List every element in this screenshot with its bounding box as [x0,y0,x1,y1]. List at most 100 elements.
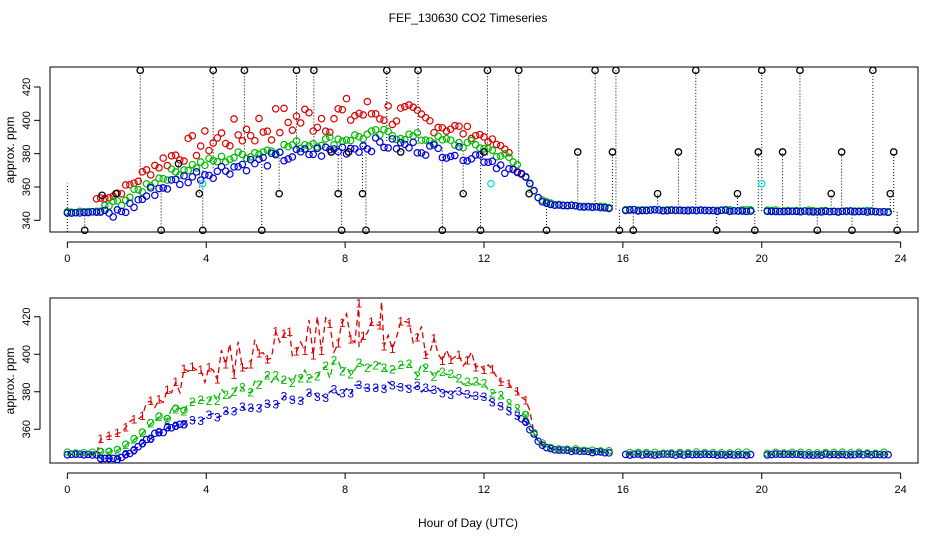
black-spike-point [414,66,422,75]
series-3-marker: 3 [97,451,104,465]
black-spike-point [889,148,898,156]
blue-point [121,208,130,217]
blue-circle-point [746,450,755,459]
series-2-marker: 2 [106,445,113,459]
blue-circle-point [776,450,784,458]
black-spike-point [837,148,846,156]
series-3-marker: 3 [381,382,388,396]
blue-series-line [625,453,751,456]
green-circle-point [596,447,605,455]
blue-point [313,144,322,153]
black-spike-point [344,148,353,156]
blue-point [592,203,601,211]
green-circle-point [659,449,667,457]
blue-point [884,208,892,217]
series-3-marker: 3 [481,390,488,404]
green-point [188,160,197,169]
green-point [184,166,192,175]
blue-point [867,207,876,215]
blue-point [767,207,776,216]
blue-point [301,145,309,153]
blue-point [838,207,847,216]
green-circle-point [830,448,838,457]
black-spike-point [483,66,492,75]
series-3-marker: 3 [522,415,529,429]
green-point [209,156,217,165]
blue-point [96,208,105,216]
blue-point [680,206,688,215]
black-spike-point [612,66,620,75]
blue-point [134,195,142,204]
blue-point [180,172,188,180]
blue-circle-point [542,443,551,452]
black-spike-point [542,226,551,235]
green-circle-point [571,445,580,453]
red-point [451,121,459,130]
series-2-marker: 2 [289,376,296,390]
green-point [438,136,447,144]
black-spike-point [198,226,207,235]
series-3-marker: 3 [181,418,188,432]
blue-circle-point [738,450,747,459]
black-spike-point [476,226,485,235]
series-3-marker: 3 [389,378,396,392]
blue-point [146,184,155,192]
green-circle-point [105,447,113,455]
series-1-marker: 1 [456,348,463,362]
blue-point [171,175,180,184]
bottom-y-tick-label: 420 [21,308,33,326]
red-point [355,109,363,118]
top-x-tick-label: 12 [478,253,490,265]
green-circle-point [521,410,530,419]
red-point [296,119,305,127]
green-point [459,143,467,152]
blue-point [338,143,347,152]
black-spike-point [98,191,106,200]
series-3-marker: 3 [281,389,288,403]
blue-point [546,200,555,209]
blue-point [701,206,709,215]
green-circle-point [846,449,855,457]
red-point [442,127,451,136]
green-circle-point [163,414,172,423]
series-1-marker: 1 [414,331,421,345]
blue-circle-point [805,451,813,459]
cyan-point [198,179,207,188]
red-point [251,136,259,145]
green-circle-point [667,449,676,457]
green-point [205,154,213,163]
green-circle-point [605,447,613,455]
blue-point [871,207,880,216]
blue-circle-point [567,447,576,456]
blue-circle-point [867,451,876,459]
black-spike-point [653,189,662,198]
bottom-x-tick-label: 0 [64,484,70,496]
series-3-marker: 3 [114,452,121,466]
green-point [226,155,234,164]
blue-circle-point [621,450,630,459]
red-point [117,189,126,198]
series-2-marker: 2 [272,369,279,383]
series-2-marker: 2 [264,368,271,382]
blue-point [542,199,551,207]
red-point [380,116,388,125]
blue-point [309,150,317,159]
series-1-marker: 1 [256,346,263,360]
series-3-marker: 3 [406,382,413,396]
series-3-marker: 3 [331,383,338,397]
red-point [259,128,267,136]
series-2-marker: 2 [231,385,238,399]
blue-circle-point [138,439,147,448]
green-point [234,148,242,156]
red-point [217,129,226,137]
green-point [138,188,147,196]
red-point [151,161,159,170]
series-3-marker: 3 [306,386,313,400]
green-circle-point [838,448,847,456]
blue-point [821,207,830,216]
blue-point [426,142,434,150]
blue-circle-point [601,448,609,457]
red-point [480,133,488,141]
blue-point [851,207,859,216]
